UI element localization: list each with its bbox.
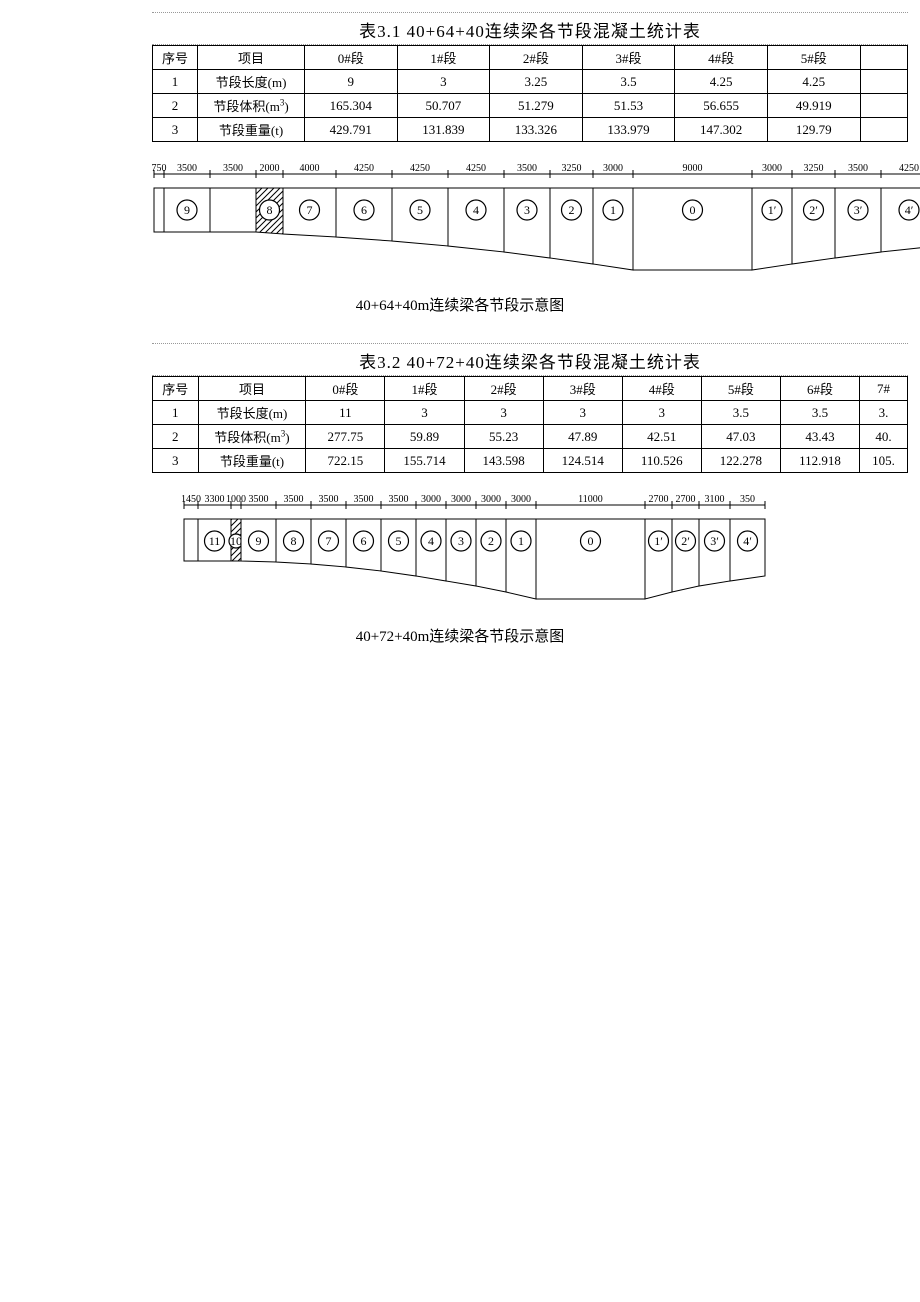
- col-header: 4#段: [675, 46, 768, 70]
- svg-text:6: 6: [361, 534, 367, 548]
- table-3-1: 序号 项目 0#段 1#段 2#段 3#段 4#段 5#段 1 节段长度(m) …: [152, 45, 908, 142]
- table-row: 1 节段长度(m) 9 3 3.25 3.5 4.25 4.25: [153, 70, 908, 94]
- table-3-2-wrap: 表3.2 40+72+40连续梁各节段混凝土统计表 序号 项目 0#段 1#段 …: [152, 343, 908, 473]
- figure-1-caption: 40+64+40m连续梁各节段示意图: [12, 294, 908, 315]
- svg-text:3500: 3500: [389, 494, 409, 505]
- table-row: 序号 项目 0#段 1#段 2#段 3#段 4#段 5#段 6#段 7#: [153, 377, 908, 401]
- svg-text:4000: 4000: [300, 163, 320, 174]
- col-header: 项目: [198, 46, 305, 70]
- svg-text:4′: 4′: [905, 203, 914, 217]
- svg-text:3000: 3000: [603, 163, 623, 174]
- svg-text:3: 3: [524, 203, 530, 217]
- svg-text:2′: 2′: [809, 203, 818, 217]
- svg-text:4′: 4′: [743, 534, 752, 548]
- table-3-1-title: 表3.1 40+64+40连续梁各节段混凝土统计表: [152, 12, 908, 45]
- svg-text:2000: 2000: [260, 163, 280, 174]
- svg-text:7: 7: [326, 534, 332, 548]
- col-header: 2#段: [490, 46, 583, 70]
- svg-text:8: 8: [291, 534, 297, 548]
- svg-text:3500: 3500: [177, 163, 197, 174]
- svg-text:4250: 4250: [410, 163, 430, 174]
- col-header: [860, 46, 908, 70]
- svg-text:9: 9: [184, 203, 190, 217]
- col-header: 0#段: [304, 46, 397, 70]
- svg-text:7: 7: [307, 203, 313, 217]
- figure-1-wrap: 98765432101′2′3′4′5′75035003500200040004…: [152, 160, 920, 280]
- svg-text:3: 3: [458, 534, 464, 548]
- table-3-1-wrap: 表3.1 40+64+40连续梁各节段混凝土统计表 序号 项目 0#段 1#段 …: [152, 12, 908, 142]
- svg-text:1′: 1′: [768, 203, 777, 217]
- svg-text:4250: 4250: [354, 163, 374, 174]
- svg-text:6: 6: [361, 203, 367, 217]
- svg-text:3500: 3500: [517, 163, 537, 174]
- svg-text:3000: 3000: [481, 494, 501, 505]
- beam-diagram-2: 111098765432101′2′3′4′145033001000350035…: [182, 491, 920, 611]
- svg-text:2: 2: [488, 534, 494, 548]
- svg-text:8: 8: [267, 203, 273, 217]
- beam-diagram-1: 98765432101′2′3′4′5′75035003500200040004…: [152, 160, 920, 280]
- svg-text:350: 350: [740, 494, 755, 505]
- svg-text:3500: 3500: [319, 494, 339, 505]
- svg-text:3500: 3500: [249, 494, 269, 505]
- svg-text:2700: 2700: [649, 494, 669, 505]
- table-row: 1 节段长度(m) 11 3 3 3 3 3.5 3.5 3.: [153, 401, 908, 425]
- svg-text:3000: 3000: [762, 163, 782, 174]
- svg-text:1: 1: [518, 534, 524, 548]
- svg-text:4250: 4250: [466, 163, 486, 174]
- svg-text:3500: 3500: [848, 163, 868, 174]
- table-row: 3 节段重量(t) 429.791 131.839 133.326 133.97…: [153, 118, 908, 142]
- svg-text:4: 4: [473, 203, 479, 217]
- svg-text:11000: 11000: [578, 494, 603, 505]
- col-header: 5#段: [767, 46, 860, 70]
- svg-text:5: 5: [396, 534, 402, 548]
- svg-text:3500: 3500: [354, 494, 374, 505]
- svg-text:1: 1: [610, 203, 616, 217]
- svg-text:11: 11: [209, 534, 221, 548]
- svg-text:10: 10: [230, 534, 242, 548]
- svg-text:5: 5: [417, 203, 423, 217]
- svg-text:3′: 3′: [710, 534, 719, 548]
- table-row: 2 节段体积(m3) 165.304 50.707 51.279 51.53 5…: [153, 94, 908, 118]
- svg-text:1450: 1450: [182, 494, 201, 505]
- col-header: 序号: [153, 46, 198, 70]
- table-row: 2 节段体积(m3) 277.75 59.89 55.23 47.89 42.5…: [153, 425, 908, 449]
- svg-text:3000: 3000: [511, 494, 531, 505]
- svg-text:750: 750: [152, 163, 167, 174]
- svg-text:2: 2: [569, 203, 575, 217]
- table-3-2: 序号 项目 0#段 1#段 2#段 3#段 4#段 5#段 6#段 7# 1 节…: [152, 376, 908, 473]
- svg-text:3000: 3000: [451, 494, 471, 505]
- svg-text:3500: 3500: [223, 163, 243, 174]
- svg-text:9000: 9000: [683, 163, 703, 174]
- svg-text:0: 0: [588, 534, 594, 548]
- svg-text:3100: 3100: [705, 494, 725, 505]
- table-3-2-title: 表3.2 40+72+40连续梁各节段混凝土统计表: [152, 343, 908, 376]
- table-row: 序号 项目 0#段 1#段 2#段 3#段 4#段 5#段: [153, 46, 908, 70]
- col-header: 1#段: [397, 46, 490, 70]
- svg-text:2700: 2700: [676, 494, 696, 505]
- figure-2-caption: 40+72+40m连续梁各节段示意图: [12, 625, 908, 646]
- svg-text:3500: 3500: [284, 494, 304, 505]
- svg-text:3000: 3000: [421, 494, 441, 505]
- svg-text:2′: 2′: [681, 534, 690, 548]
- svg-text:3250: 3250: [562, 163, 582, 174]
- table-row: 3 节段重量(t) 722.15 155.714 143.598 124.514…: [153, 449, 908, 473]
- svg-text:3300: 3300: [205, 494, 225, 505]
- figure-2-wrap: 111098765432101′2′3′4′145033001000350035…: [182, 491, 920, 611]
- col-header: 3#段: [582, 46, 675, 70]
- svg-text:4250: 4250: [899, 163, 919, 174]
- svg-text:0: 0: [690, 203, 696, 217]
- svg-text:1′: 1′: [654, 534, 663, 548]
- svg-text:4: 4: [428, 534, 434, 548]
- svg-text:3′: 3′: [854, 203, 863, 217]
- svg-text:1000: 1000: [226, 494, 246, 505]
- svg-text:3250: 3250: [804, 163, 824, 174]
- svg-text:9: 9: [256, 534, 262, 548]
